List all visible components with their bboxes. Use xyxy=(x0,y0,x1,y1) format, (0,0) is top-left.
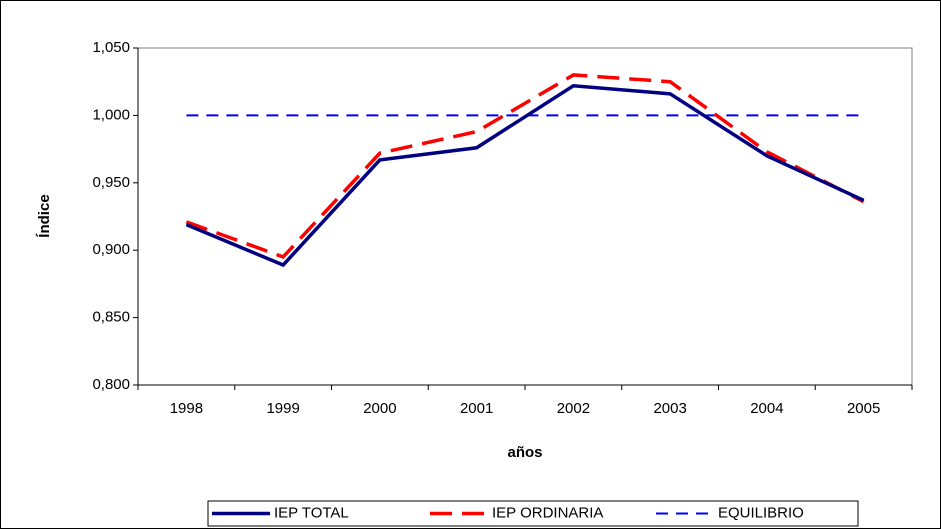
x-tick-label: 2002 xyxy=(557,400,590,417)
y-tick-label: 1,000 xyxy=(92,106,130,123)
legend-label: IEP TOTAL xyxy=(274,504,349,521)
y-tick-label: 1,050 xyxy=(92,39,130,56)
plot-area xyxy=(137,47,913,386)
x-tick-label: 2004 xyxy=(750,400,783,417)
y-tick-label: 0,900 xyxy=(92,241,130,258)
legend-label: EQUILIBRIO xyxy=(718,504,804,521)
y-axis-label: Índice xyxy=(36,194,53,237)
x-tick-label: 2001 xyxy=(460,400,493,417)
x-tick-label: 2003 xyxy=(653,400,686,417)
x-tick-label: 2005 xyxy=(847,400,880,417)
series-line xyxy=(185,73,865,259)
y-tick-label: 0,950 xyxy=(92,174,130,191)
series-line xyxy=(185,83,865,268)
y-tick-label: 0,800 xyxy=(92,376,130,393)
y-tick-label: 0,850 xyxy=(92,309,130,326)
legend-label: IEP ORDINARIA xyxy=(492,504,603,521)
x-tick-label: 1998 xyxy=(170,400,203,417)
legend xyxy=(207,500,859,527)
x-tick-label: 2000 xyxy=(363,400,396,417)
x-tick-label: 1999 xyxy=(266,400,299,417)
x-axis-label: años xyxy=(507,444,542,461)
